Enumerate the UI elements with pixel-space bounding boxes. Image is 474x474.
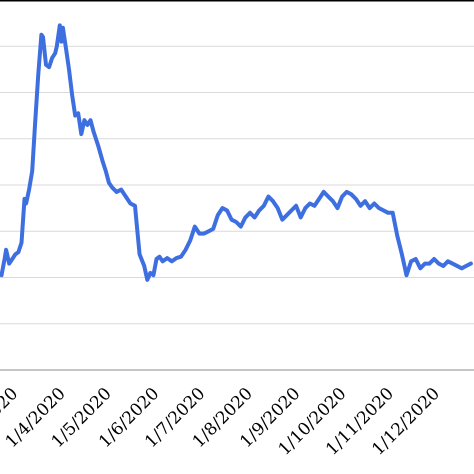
series-layer	[0, 23, 473, 282]
series-line-0	[0, 23, 473, 282]
gridlines	[0, 0, 474, 325]
